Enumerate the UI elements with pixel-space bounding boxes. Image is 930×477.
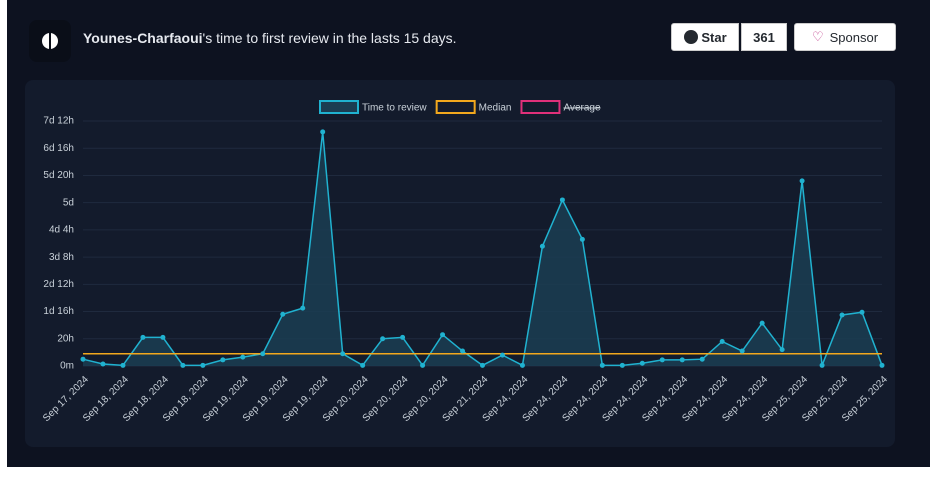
point	[400, 334, 406, 340]
point	[380, 336, 386, 342]
y-tick-label: 2d 12h	[43, 279, 74, 290]
point	[120, 362, 126, 368]
y-tick-label: 5d 20h	[43, 170, 74, 181]
y-tick-label: 1d 16h	[43, 306, 74, 317]
point	[739, 348, 745, 354]
y-tick-label: 4d 4h	[49, 225, 74, 236]
point	[879, 362, 885, 368]
legend-label: Time to review	[362, 103, 427, 114]
point	[679, 357, 685, 363]
point	[659, 357, 665, 363]
point	[420, 362, 426, 368]
point	[539, 243, 545, 249]
title: Younes-Charfaoui's time to first review …	[83, 30, 457, 46]
github-icon	[684, 30, 699, 44]
point	[599, 362, 605, 368]
point	[779, 347, 785, 353]
y-tick-label: 0m	[60, 361, 74, 372]
y-tick-label: 5d	[63, 197, 74, 208]
star-label: Star	[701, 29, 727, 45]
sponsor-button[interactable]: ♡ Sponsor	[794, 23, 896, 51]
owner: Younes-Charfaoui	[83, 30, 203, 46]
point	[519, 362, 525, 368]
point	[80, 356, 86, 362]
point	[300, 305, 306, 311]
point	[639, 360, 645, 366]
point	[320, 129, 326, 135]
point	[839, 312, 845, 318]
y-tick-label: 3d 8h	[49, 252, 74, 263]
legend-label: Median	[479, 103, 512, 114]
point	[440, 332, 446, 338]
y-tick-label: 20h	[57, 333, 74, 344]
point	[499, 352, 505, 358]
sponsor-label: Sponsor	[829, 29, 879, 45]
legend-label: Average	[563, 103, 601, 114]
point	[859, 309, 865, 315]
point	[220, 357, 226, 363]
legend-swatch	[435, 100, 476, 114]
legend-swatch	[319, 100, 359, 114]
point	[799, 178, 805, 184]
point	[260, 351, 266, 357]
point	[340, 351, 346, 357]
y-tick-label: 7d 12h	[43, 116, 74, 127]
point	[579, 236, 585, 242]
point	[460, 348, 466, 354]
point	[160, 334, 166, 340]
point	[759, 320, 765, 326]
point	[280, 311, 286, 317]
star-button[interactable]: Star	[671, 23, 739, 51]
point	[240, 354, 246, 360]
title-rest: 's time to first review in the lasts 15 …	[202, 30, 457, 46]
legend-swatch	[520, 100, 561, 114]
y-tick-label: 6d 16h	[43, 143, 74, 154]
point	[140, 334, 146, 340]
area	[83, 131, 882, 366]
point	[200, 362, 206, 368]
point	[819, 362, 825, 368]
point	[619, 362, 625, 368]
point	[100, 361, 106, 367]
point	[480, 362, 485, 368]
avatar	[29, 20, 71, 62]
point	[360, 362, 366, 368]
point	[719, 339, 725, 344]
point	[180, 362, 186, 368]
star-count[interactable]: 361	[741, 23, 787, 51]
point	[699, 356, 705, 362]
point	[559, 197, 565, 203]
